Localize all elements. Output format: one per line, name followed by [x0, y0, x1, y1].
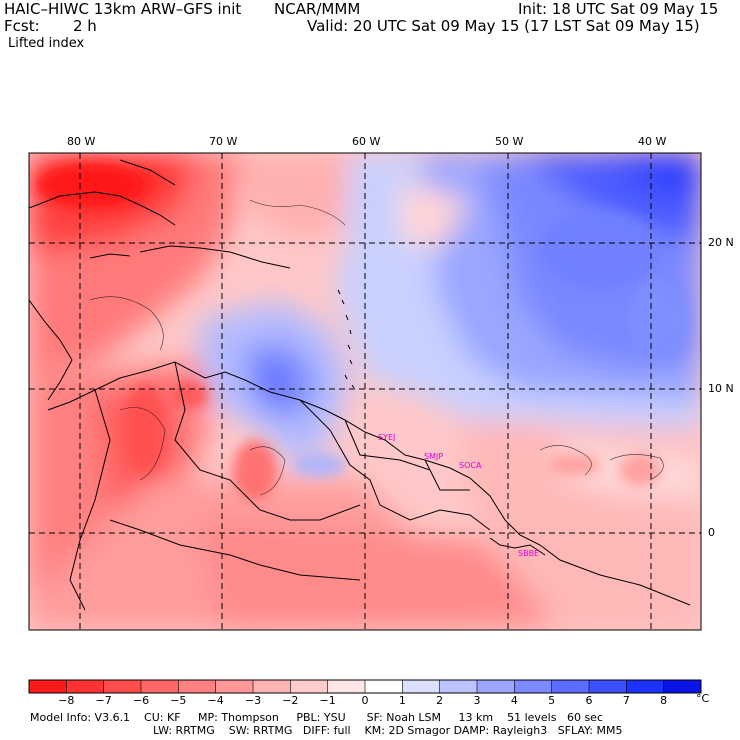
station-label-sbbe: SBBE [518, 549, 539, 558]
colorbar-swatch [626, 680, 665, 693]
colorbar-label: 6 [585, 694, 593, 707]
colorbar-label: −1 [319, 694, 336, 707]
lat-label-0: 0 [708, 526, 715, 539]
colorbar-swatch [215, 680, 254, 693]
colorbar-label: 3 [473, 694, 481, 707]
valid-time: Valid: 20 UTC Sat 09 May 15 (17 LST Sat … [307, 17, 700, 35]
lon-label-40w: 40 W [638, 135, 667, 148]
colorbar-label: −8 [58, 694, 75, 707]
colorbar-label: 0 [361, 694, 369, 707]
model-title: HAIC–HIWC 13km ARW–GFS init [4, 0, 242, 18]
lon-label-60w: 60 W [352, 135, 381, 148]
colorbar-label: 4 [510, 694, 518, 707]
colorbar-label: 7 [622, 694, 630, 707]
colorbar-label: 1 [398, 694, 406, 707]
li-contours [89, 199, 664, 496]
colorbar-swatch [253, 680, 291, 693]
colorbar-label: 2 [436, 694, 444, 707]
colorbar [28, 679, 702, 694]
colorbar-swatch [514, 680, 553, 693]
field-name: Lifted index [8, 36, 85, 51]
lon-label-50w: 50 W [495, 135, 524, 148]
lon-label-80w: 80 W [67, 135, 96, 148]
colorbar-unit: °C [696, 692, 710, 705]
colorbar-swatch [290, 680, 329, 693]
center-name: NCAR/MMM [274, 0, 361, 18]
colorbar-swatch [551, 680, 590, 693]
model-info-line1: Model Info: V3.6.1 CU: KF MP: Thompson P… [30, 711, 603, 724]
colorbar-swatch [103, 680, 142, 693]
colorbar-label: −3 [244, 694, 262, 707]
colorbar-swatch [29, 680, 67, 693]
forecast-hour: 2 h [73, 17, 97, 35]
colorbar-label: −5 [170, 694, 187, 707]
colorbar-swatch [365, 680, 403, 693]
station-label-syej: SYEJ [378, 433, 395, 442]
colorbar-swatch [477, 680, 515, 693]
colorbar-label: −7 [95, 694, 112, 707]
colorbar-swatch [439, 680, 478, 693]
init-time: Init: 18 UTC Sat 09 May 15 [518, 0, 719, 18]
colorbar-label: −4 [207, 694, 224, 707]
lat-label-20n: 20 N [708, 236, 734, 249]
colorbar-label: 5 [548, 694, 556, 707]
colorbar-label: 8 [660, 694, 668, 707]
colorbar-swatch [589, 680, 627, 693]
coastlines [29, 159, 691, 611]
station-label-smjp: SMJP [424, 452, 443, 461]
station-label-soca: SOCA [459, 461, 482, 470]
colorbar-label: −6 [132, 694, 150, 707]
colorbar-label: −2 [282, 694, 299, 707]
colorbar-swatch [402, 680, 441, 693]
colorbar-swatch [178, 680, 217, 693]
colorbar-swatch [663, 680, 702, 693]
lat-label-10n: 10 N [708, 382, 734, 395]
lon-label-70w: 70 W [209, 135, 238, 148]
colorbar-swatch [66, 680, 105, 693]
lifted-index-field [29, 153, 701, 630]
colorbar-swatch [327, 680, 366, 693]
forecast-label: Fcst: [4, 17, 40, 35]
lat-lon-grid [29, 153, 701, 630]
colorbar-swatch [141, 680, 179, 693]
model-info-line2: LW: RRTMG SW: RRTMG DIFF: full KM: 2D Sm… [153, 724, 623, 737]
